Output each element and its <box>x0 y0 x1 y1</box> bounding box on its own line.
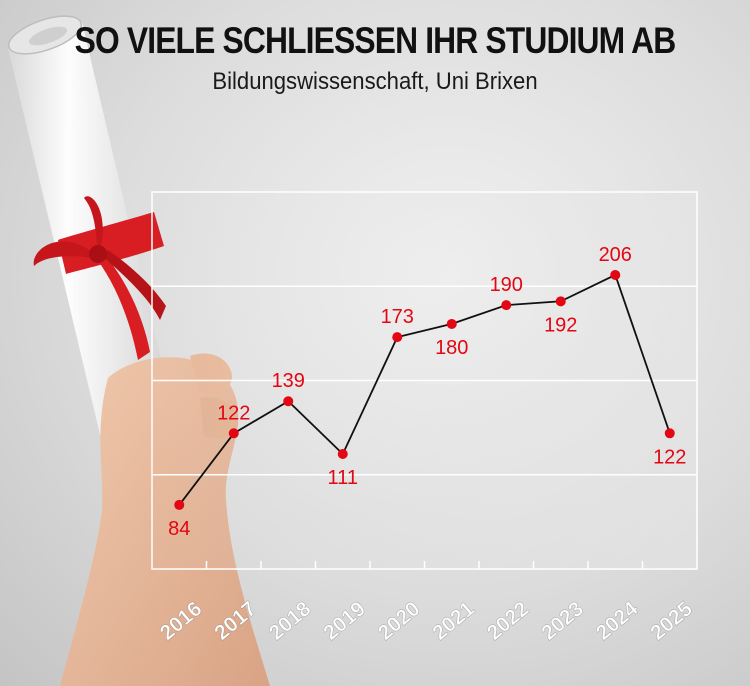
x-tick-label-2016: 2016 <box>156 597 207 645</box>
data-label-2022: 190 <box>490 274 523 296</box>
data-point-2022 <box>501 300 512 311</box>
x-tick-label-2022: 2022 <box>483 597 534 645</box>
x-tick-label-2023: 2023 <box>537 597 588 645</box>
x-axis-ticks: 2016 2017 2018 2019 2020 2021 2022 2023 2024 2025 <box>155 597 697 645</box>
data-point-2021 <box>446 318 457 329</box>
data-point-2018 <box>283 396 294 407</box>
data-label-2021: 180 <box>435 337 468 359</box>
chart-subtitle: Bildungswissenschaft, Uni Brixen <box>212 68 538 95</box>
data-label-2025: 122 <box>653 446 686 468</box>
data-point-2019 <box>337 449 348 460</box>
data-point-2023 <box>555 296 566 307</box>
x-tick-label-2021: 2021 <box>428 597 479 645</box>
x-tick-label-2017: 2017 <box>210 597 261 645</box>
x-tick-label-2018: 2018 <box>265 597 316 645</box>
x-tick-label-2019: 2019 <box>319 597 370 645</box>
chart-title: SO VIELE SCHLIESSEN IHR STUDIUM AB <box>74 20 677 61</box>
data-point-2024 <box>610 269 621 280</box>
data-point-2017 <box>228 428 239 439</box>
series-line <box>178 273 671 506</box>
x-tick-label-2024: 2024 <box>592 597 643 645</box>
data-label-2017: 122 <box>217 402 250 424</box>
data-label-2024: 206 <box>599 244 632 266</box>
x-tick-label-2020: 2020 <box>374 597 425 645</box>
data-label-2020: 173 <box>381 306 414 328</box>
x-tick-label-2025: 2025 <box>646 597 697 645</box>
data-point-2016 <box>174 499 185 510</box>
gridlines <box>151 191 698 570</box>
data-label-2019: 111 <box>328 467 358 489</box>
data-point-2020 <box>392 332 403 343</box>
data-label-2016: 84 <box>168 518 190 540</box>
data-points <box>174 269 675 510</box>
series-line-layer <box>178 273 671 506</box>
data-labels: 84 122 139 111 173 180 190 192 206 122 <box>168 244 686 540</box>
data-label-2023: 192 <box>544 314 577 336</box>
data-point-2025 <box>664 428 675 439</box>
data-label-2018: 139 <box>272 370 305 392</box>
